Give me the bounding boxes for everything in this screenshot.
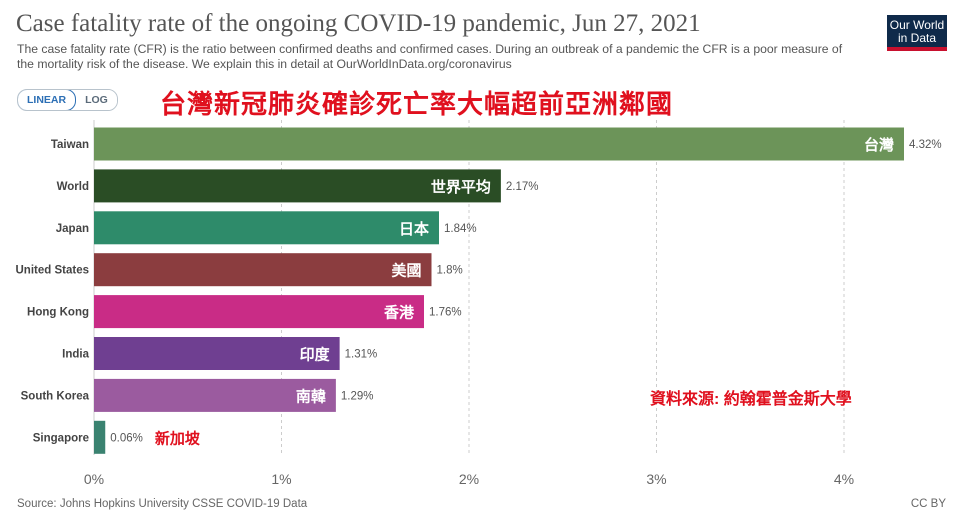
annotation-headline: 台灣新冠肺炎確診死亡率大幅超前亞洲鄰國 bbox=[160, 89, 674, 119]
bar-annotation: 日本 bbox=[399, 220, 429, 238]
bar-annotation: 美國 bbox=[391, 262, 421, 280]
category-label: United States bbox=[16, 265, 90, 277]
chart-subtitle: The case fatality rate (CFR) is the rati… bbox=[17, 42, 843, 71]
value-label: 1.84% bbox=[444, 223, 477, 235]
value-label: 4.32% bbox=[909, 139, 942, 151]
value-label: 1.29% bbox=[341, 390, 374, 402]
bar bbox=[94, 127, 904, 161]
value-label: 2.17% bbox=[506, 181, 539, 193]
bar bbox=[94, 295, 424, 329]
bar-annotation: 新加坡 bbox=[155, 429, 200, 447]
bar-annotation: 香港 bbox=[384, 304, 415, 322]
category-label: India bbox=[62, 349, 89, 361]
bar bbox=[94, 211, 439, 245]
log-scale-button[interactable]: LOG bbox=[76, 90, 117, 110]
footer-license[interactable]: CC BY bbox=[910, 498, 946, 510]
x-tick-label: 2% bbox=[459, 471, 479, 487]
bar-annotation: 台灣 bbox=[864, 136, 894, 154]
category-label: Hong Kong bbox=[27, 307, 89, 319]
linear-scale-button[interactable]: LINEAR bbox=[17, 90, 77, 110]
bar bbox=[94, 253, 432, 287]
category-label: South Korea bbox=[21, 390, 90, 402]
scale-toggle: LINEAR LOG bbox=[17, 89, 118, 111]
bar bbox=[94, 378, 336, 412]
x-tick-label: 0% bbox=[84, 471, 104, 487]
x-tick-label: 1% bbox=[271, 471, 291, 487]
bar-annotation: 南韓 bbox=[296, 387, 326, 405]
value-label: 1.8% bbox=[437, 265, 463, 277]
category-label: World bbox=[57, 181, 89, 193]
logo-line-1: Our World bbox=[889, 18, 945, 32]
bar-annotation: 世界平均 bbox=[431, 178, 491, 196]
value-label: 0.06% bbox=[110, 432, 143, 444]
category-label: Japan bbox=[56, 223, 89, 235]
logo-line-2: in Data bbox=[897, 31, 937, 45]
x-tick-label: 4% bbox=[834, 471, 854, 487]
bar bbox=[94, 169, 501, 203]
category-label: Singapore bbox=[33, 432, 89, 444]
x-tick-label: 3% bbox=[646, 471, 666, 487]
bar bbox=[94, 420, 106, 454]
value-label: 1.76% bbox=[429, 307, 462, 319]
chart-title: Case fatality rate of the ongoing COVID-… bbox=[16, 10, 701, 37]
annotation-source-note: 資料來源: 約翰霍普金斯大學 bbox=[650, 391, 852, 408]
footer-source: Source: Johns Hopkins University CSSE CO… bbox=[17, 498, 308, 510]
bar bbox=[94, 337, 340, 370]
bar-annotation: 印度 bbox=[300, 346, 331, 364]
category-label: Taiwan bbox=[51, 139, 89, 151]
owid-logo[interactable]: Our World in Data bbox=[887, 15, 947, 51]
value-label: 1.31% bbox=[345, 349, 378, 361]
